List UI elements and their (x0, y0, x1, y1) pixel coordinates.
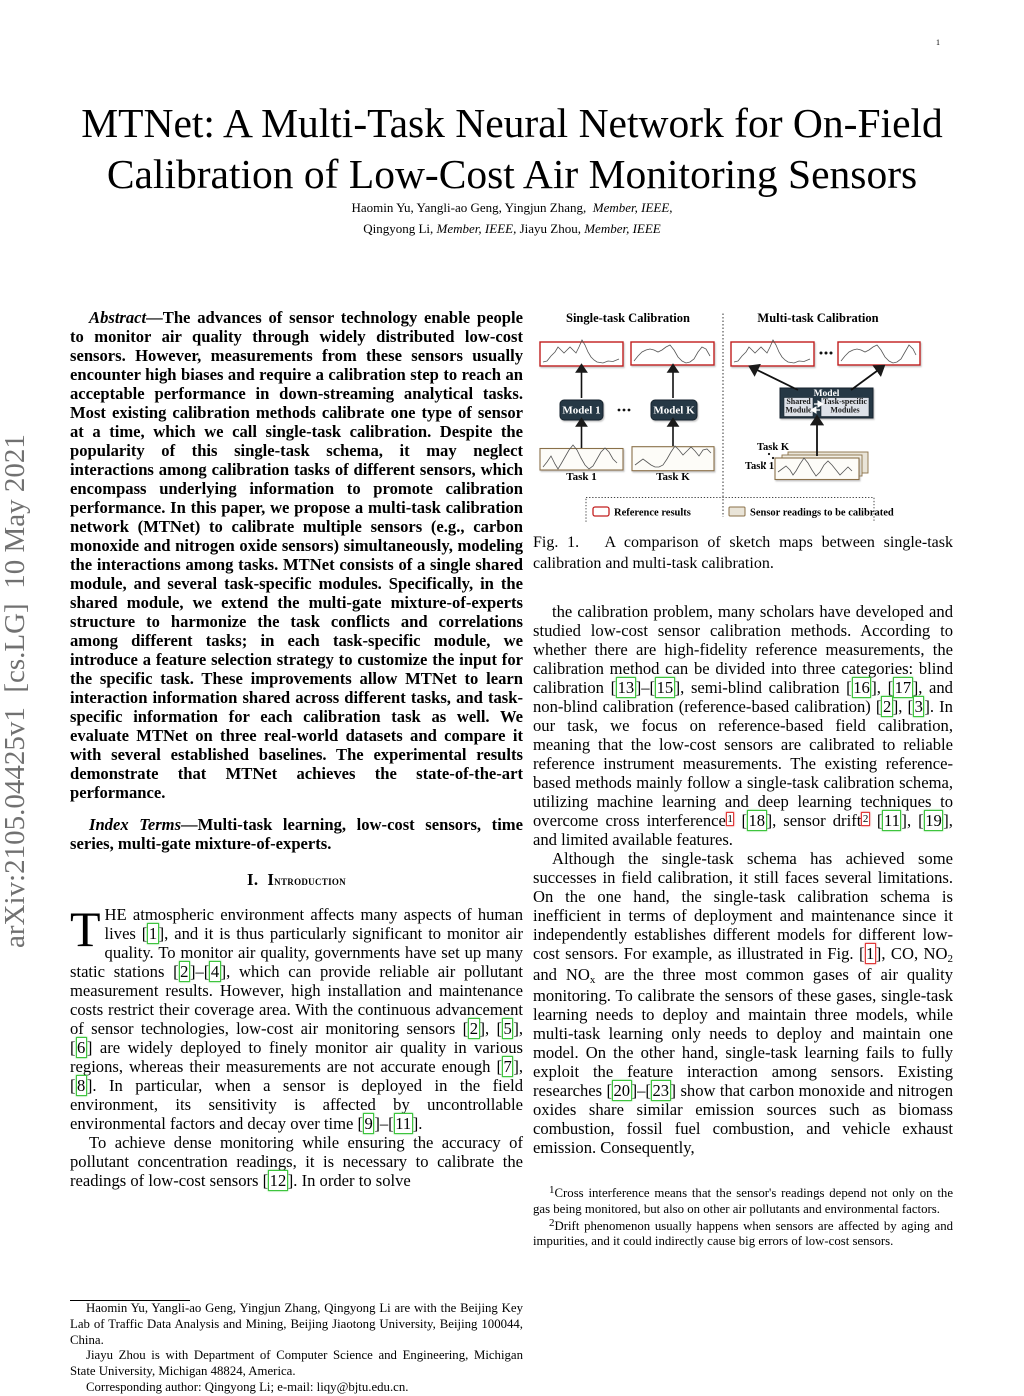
svg-text:Multi-task Calibration: Multi-task Calibration (757, 312, 878, 325)
svg-text:Single-task Calibration: Single-task Calibration (566, 312, 690, 325)
svg-text:Task 1: Task 1 (566, 471, 596, 483)
svg-text:Task K: Task K (656, 471, 690, 483)
svg-text:Sensor readings to be calibrat: Sensor readings to be calibrated (750, 508, 894, 519)
svg-text:Modules: Modules (830, 406, 859, 415)
svg-text:Module: Module (785, 406, 812, 415)
svg-text:Task K: Task K (757, 442, 790, 453)
svg-text:Model 1: Model 1 (562, 405, 600, 417)
svg-text:Model K: Model K (653, 405, 695, 417)
svg-text:Reference results: Reference results (614, 508, 691, 519)
svg-text:Task 1: Task 1 (745, 461, 774, 472)
